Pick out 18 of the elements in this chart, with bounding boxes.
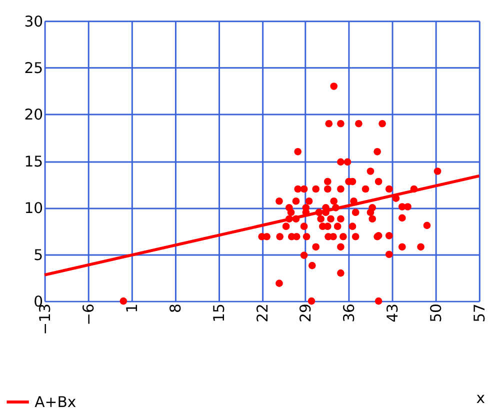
x-tick-label: 22 xyxy=(254,304,272,322)
x-tick-label: 1 xyxy=(124,304,141,313)
y-tick-label: 30 xyxy=(24,13,44,30)
x-tick-label: −6 xyxy=(80,304,98,326)
y-tick-label: 15 xyxy=(24,153,44,170)
y-tick-label: 10 xyxy=(24,200,44,218)
x-tick-label: 50 xyxy=(428,304,446,322)
x-axis-title: x xyxy=(476,390,486,408)
y-tick-label: 25 xyxy=(24,60,44,78)
x-tick-label: 29 xyxy=(298,304,315,322)
x-tick-label: 15 xyxy=(210,304,228,322)
y-tick-label: 5 xyxy=(34,246,44,264)
x-tick-label: 57 xyxy=(472,304,489,322)
legend-label: A+Bx xyxy=(34,394,76,410)
x-tick-label: 36 xyxy=(341,304,358,322)
y-tick-label: 20 xyxy=(24,106,44,124)
x-tick-label: 8 xyxy=(167,304,184,313)
x-tick-label: 43 xyxy=(384,304,402,322)
